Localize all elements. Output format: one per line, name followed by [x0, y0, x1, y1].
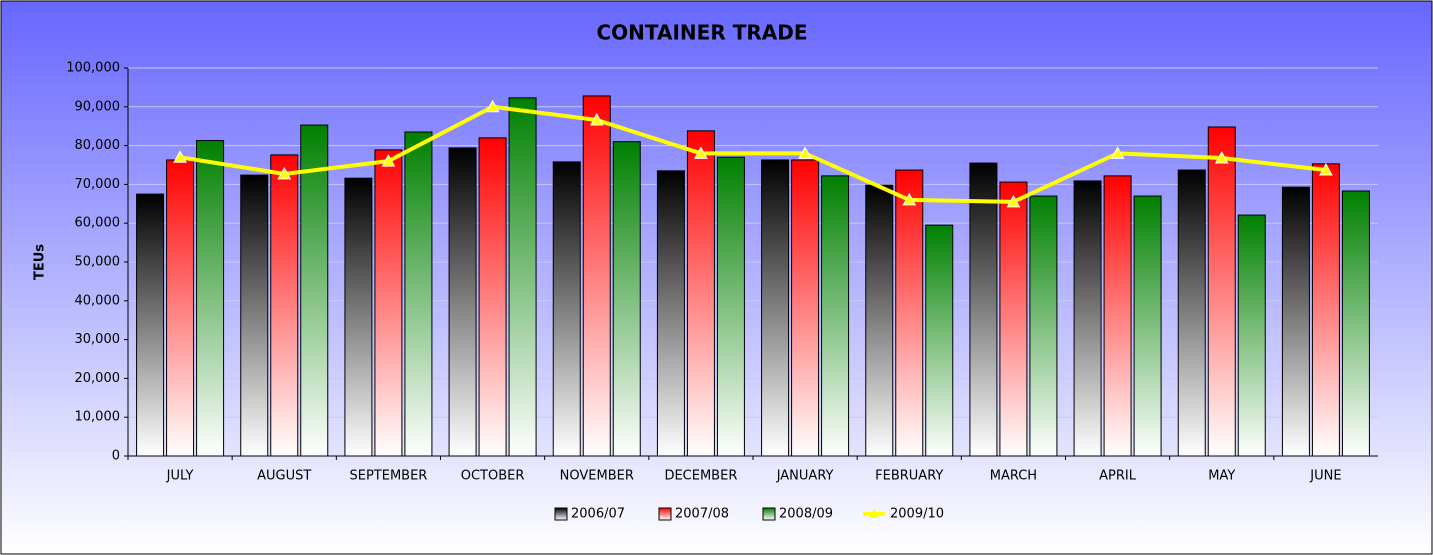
bar	[686, 130, 715, 457]
x-tick-label: DECEMBER	[664, 469, 737, 484]
y-tick-label: 80,000	[75, 138, 121, 153]
bar	[1177, 169, 1206, 457]
legend-swatch	[762, 507, 776, 521]
line-marker	[1319, 162, 1333, 176]
bar	[1281, 186, 1310, 457]
bar	[136, 193, 165, 457]
line-marker	[277, 166, 292, 180]
line-marker	[902, 192, 917, 206]
x-tick-label: JUNE	[1309, 469, 1341, 484]
legend-swatch	[658, 507, 672, 521]
bar	[344, 177, 373, 457]
line-marker	[798, 146, 812, 159]
x-tick-label: FEBRUARY	[875, 469, 943, 484]
y-tick-label: 70,000	[75, 177, 121, 192]
line-marker	[694, 146, 708, 159]
bar	[582, 95, 611, 457]
bar	[508, 97, 537, 457]
x-tick-label: JANUARY	[776, 469, 834, 484]
bar	[656, 170, 685, 457]
y-tick-label: 30,000	[75, 332, 121, 347]
bar	[925, 224, 954, 457]
bar	[999, 181, 1028, 457]
y-tick-label: 50,000	[75, 255, 121, 270]
line-marker	[1006, 194, 1021, 208]
legend-label: 2007/08	[675, 507, 729, 522]
bar	[969, 162, 998, 457]
bar	[1311, 163, 1340, 457]
bar	[552, 161, 581, 457]
y-axis-title: TEUs	[33, 244, 48, 280]
bar	[1133, 195, 1162, 457]
bar	[1341, 190, 1370, 457]
x-tick-label: APRIL	[1099, 469, 1137, 484]
line	[179, 104, 1327, 204]
x-tick-label: NOVEMBER	[560, 469, 634, 484]
y-tick-label: 10,000	[75, 410, 121, 425]
bar	[1237, 214, 1266, 457]
bar	[478, 137, 507, 457]
x-tick-label: MAY	[1208, 469, 1235, 484]
x-tick-label: AUGUST	[257, 469, 311, 484]
x-tick-label: OCTOBER	[461, 469, 525, 484]
line-marker	[173, 150, 187, 163]
x-tick-label: MARCH	[990, 469, 1037, 484]
bar	[1207, 126, 1236, 457]
bar	[240, 174, 269, 457]
x-tick-label: SEPTEMBER	[349, 469, 427, 484]
bar	[895, 169, 924, 457]
bar	[1029, 195, 1058, 457]
y-tick-label: 100,000	[66, 61, 120, 76]
line-marker	[589, 112, 604, 126]
legend-label: 2009/10	[890, 507, 944, 522]
line-marker	[1214, 150, 1229, 164]
chart-title: CONTAINER TRADE	[597, 21, 808, 45]
bar	[404, 131, 433, 457]
bar	[166, 159, 195, 457]
bar	[1073, 180, 1102, 457]
line-marker	[485, 99, 500, 113]
line-marker	[1110, 146, 1125, 159]
y-tick-label: 40,000	[75, 293, 121, 308]
bar	[300, 124, 329, 457]
bar	[716, 156, 745, 457]
bar	[791, 159, 820, 457]
bar	[821, 175, 850, 457]
y-tick-label: 90,000	[75, 99, 121, 114]
bar	[270, 154, 299, 457]
bar	[1103, 175, 1132, 457]
bar	[196, 140, 225, 457]
bar	[448, 147, 477, 457]
line-marker	[381, 154, 396, 167]
x-tick-label: JULY	[166, 469, 194, 484]
legend-label: 2006/07	[571, 507, 625, 522]
bar	[865, 184, 894, 457]
y-tick-label: 0	[112, 449, 120, 464]
bar	[761, 159, 790, 457]
y-tick-label: 20,000	[75, 371, 121, 386]
legend-swatch	[869, 509, 879, 518]
y-tick-label: 60,000	[75, 216, 121, 231]
bar	[374, 149, 403, 457]
legend-label: 2008/09	[779, 507, 833, 522]
legend-swatch	[554, 507, 568, 521]
bar	[612, 141, 641, 457]
